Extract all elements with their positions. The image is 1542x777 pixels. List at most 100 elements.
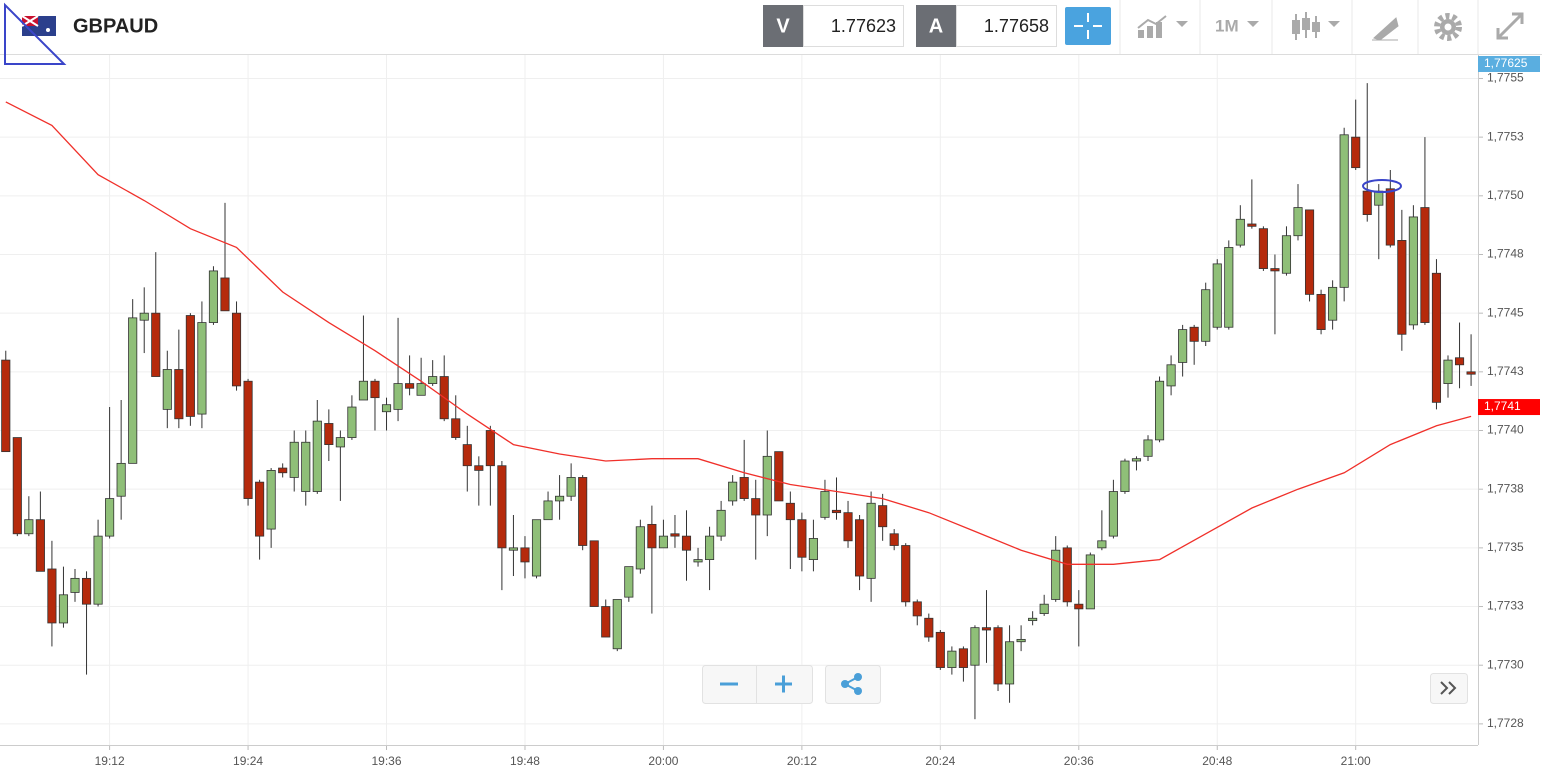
candle-body [185,315,195,417]
chart-type-button[interactable] [1292,12,1340,40]
moving-average [5,101,1472,565]
candle-body [1166,364,1176,387]
ask-button[interactable] [916,5,956,47]
candle-body [266,470,276,530]
candle-body [1201,289,1211,342]
candle-body [1454,357,1465,366]
candle-body [1258,228,1268,269]
candle-body [231,312,242,387]
fullscreen-button[interactable] [1496,12,1524,40]
candle-body [1189,326,1199,342]
bid-label: V [776,15,790,37]
price-tag-label: 1,7741 [1484,399,1521,413]
candle-body [1235,218,1245,246]
settings-button[interactable] [1434,13,1462,41]
candle-body [1143,439,1153,457]
draw-button[interactable] [1372,17,1399,41]
crosshair-button[interactable] [1065,7,1111,45]
candle-body [912,601,922,617]
scroll-right-button[interactable] [1430,673,1468,704]
y-tick-label: 1,7750 [1487,188,1524,202]
y-tick-label: 1,7753 [1487,129,1524,143]
price-tag-label: 1,77625 [1484,56,1528,70]
candle-body [381,404,392,413]
candle-body [520,547,530,563]
candle-body [1074,603,1084,610]
candle-body [485,430,495,467]
candle-body [324,423,334,445]
candle-body [728,481,738,502]
toolbar-separators [1119,0,1479,54]
candle-body [785,502,795,521]
candle-body [716,509,726,537]
candle-body [658,535,668,549]
candle-body [589,540,599,607]
candle-body [81,577,92,605]
candle-body [393,383,403,410]
candle-body [93,535,103,605]
candle-body [797,519,807,558]
candle-body [531,519,542,577]
y-tick-label: 1,7735 [1487,540,1524,554]
candle-body [1,359,11,453]
candle-body [1408,216,1418,326]
candle-body [693,559,703,563]
candle-body [289,441,299,478]
candle-body [1374,190,1384,206]
candle-body [370,380,380,399]
candle-body [116,462,126,497]
x-tick-label: 19:24 [233,754,263,768]
candle-body [543,500,553,521]
candle-body [278,467,288,474]
candle-body [1131,458,1142,462]
candle-body [347,406,357,438]
candle-body [831,509,842,514]
candle-body [162,369,172,410]
share-button[interactable] [825,665,881,704]
y-tick-label: 1,7733 [1487,599,1524,613]
candle-body [462,444,472,467]
y-tick-label: 1,7755 [1487,71,1524,85]
x-tick-label: 20:36 [1064,754,1094,768]
candle-body [1097,540,1107,549]
y-tick-label: 1,7730 [1487,657,1524,671]
candle-body [105,498,115,537]
x-tick-label: 21:00 [1341,754,1371,768]
candle-body [174,369,184,420]
y-tick-label: 1,7743 [1487,364,1524,378]
candle-body [970,627,980,666]
candle-body [901,545,911,603]
timeframe[interactable]: 1M [1215,16,1239,35]
price-tag [1478,399,1540,416]
candle-body [1120,460,1130,492]
candle-body [128,317,138,464]
candle-body [1224,247,1234,328]
candle-body [405,383,415,389]
grid [0,55,1478,745]
candle-body [855,519,865,577]
candle-body [139,312,149,321]
indicator-button[interactable] [1137,15,1188,38]
candle-body [670,533,680,537]
x-tick-label: 19:48 [510,754,540,768]
candle-body [1005,641,1015,685]
candle-body [981,627,992,631]
y-tick-label: 1,7748 [1487,247,1524,261]
candle-body [12,437,22,535]
bid-button[interactable] [763,5,803,47]
bid-field [803,5,904,47]
candle-body [255,481,265,537]
zoom-in[interactable] [775,675,792,693]
bid-price: 1.77623 [831,16,896,36]
candle-body [566,477,576,497]
candle-body [958,648,968,668]
candle-body [1328,286,1338,321]
candle-body [681,535,692,551]
candle-body [1304,209,1315,295]
candle-body [935,631,945,668]
x-tick-label: 20:48 [1202,754,1232,768]
candle-body [1270,268,1280,272]
candle-body [428,376,438,384]
candle-body [1155,380,1165,441]
x-tick-label: 20:00 [648,754,678,768]
